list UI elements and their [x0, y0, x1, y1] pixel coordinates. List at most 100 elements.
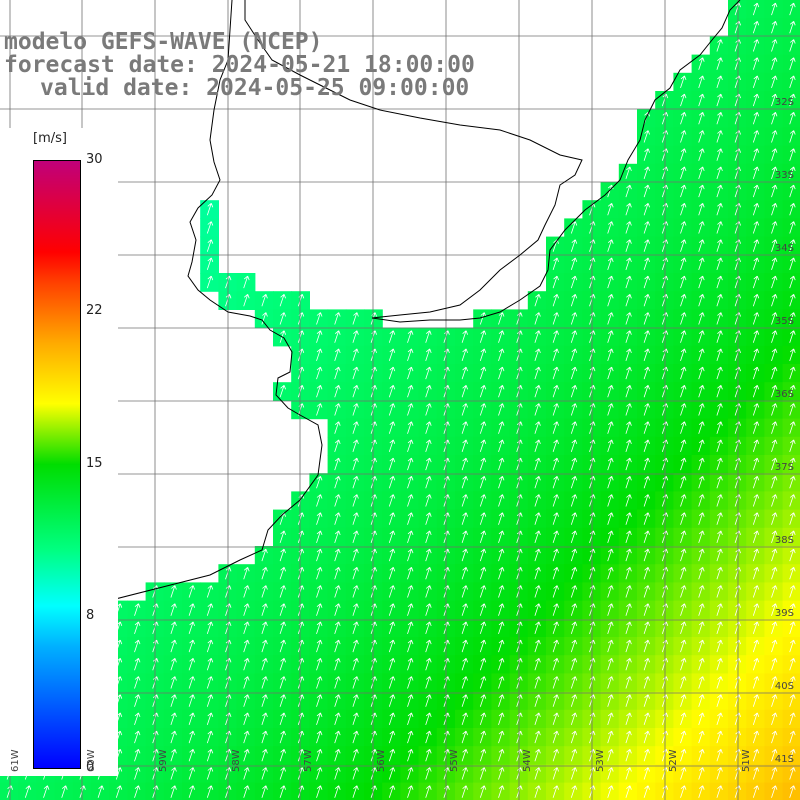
wind-arrow: [625, 530, 632, 544]
wind-arrow: [170, 748, 177, 762]
lat-label: 40S: [774, 681, 794, 692]
wind-arrow: [334, 639, 341, 653]
wind-arrow: [789, 239, 796, 252]
wind-arrow: [661, 457, 669, 471]
wind-arrow: [734, 621, 741, 635]
wind-arrow: [771, 530, 778, 544]
wind-arrow: [716, 748, 723, 762]
lat-label: 37S: [774, 462, 794, 473]
wind-arrow: [570, 530, 578, 544]
wind-arrow: [334, 330, 341, 343]
wind-arrow: [316, 657, 323, 671]
wind-arrow: [752, 184, 760, 198]
wind-arrow: [388, 384, 396, 398]
wind-arrow: [425, 657, 432, 671]
wind-arrow: [752, 767, 760, 780]
wind-arrow: [316, 712, 323, 726]
colorbar-tick-0: 0: [86, 760, 95, 775]
wind-arrow: [461, 767, 468, 780]
wind-arrow: [752, 676, 760, 689]
wind-arrow: [607, 657, 614, 671]
wind-arrow: [479, 785, 487, 798]
wind-arrow: [698, 585, 705, 598]
wind-arrow: [625, 293, 632, 307]
wind-arrow: [334, 785, 341, 798]
wind-arrow: [734, 293, 741, 307]
wind-arrow: [734, 384, 741, 398]
wind-arrow: [789, 694, 796, 707]
wind-arrow: [643, 457, 650, 471]
wind-arrow: [188, 585, 195, 598]
wind-arrow: [498, 366, 505, 380]
wind-arrow: [643, 694, 650, 707]
wind-arrow: [134, 730, 141, 744]
wind-arrow: [425, 603, 432, 616]
wind-arrow: [206, 603, 214, 616]
wind-arrow: [188, 767, 195, 780]
lon-label: 52W: [668, 749, 679, 772]
wind-arrow: [407, 767, 414, 780]
wind-arrow: [625, 330, 632, 343]
wind-arrow: [661, 312, 669, 325]
wind-arrow: [407, 475, 414, 489]
wind-arrow: [716, 166, 723, 180]
wind-arrow: [206, 748, 214, 762]
wind-arrow: [698, 312, 705, 325]
wind-arrow: [734, 566, 741, 580]
wind-arrow: [716, 639, 723, 653]
wind-arrow: [461, 348, 468, 362]
wind-arrow: [625, 384, 632, 398]
wind-arrow: [334, 312, 341, 325]
wind-arrow: [789, 2, 796, 16]
wind-arrow: [625, 366, 632, 380]
valid-date: valid date: 2024-05-25 09:00:00: [40, 75, 470, 101]
lat-label: 38S: [774, 535, 794, 546]
wind-arrow: [771, 293, 778, 307]
wind-arrow: [115, 785, 123, 798]
wind-arrow: [188, 621, 195, 635]
wind-arrow: [388, 566, 396, 580]
wind-arrow: [680, 312, 687, 325]
wind-arrow: [607, 384, 614, 398]
wind-arrow: [388, 512, 396, 525]
wind-arrow: [170, 621, 177, 635]
lat-label: 34S: [774, 243, 794, 254]
wind-arrow: [388, 785, 396, 798]
wind-arrow: [243, 639, 250, 653]
wind-arrow: [771, 566, 778, 580]
wind-arrow: [570, 566, 578, 580]
wind-arrow: [734, 530, 741, 544]
wind-arrow: [388, 494, 396, 507]
wind-arrow: [570, 439, 578, 453]
wind-arrow: [625, 730, 632, 744]
wind-arrow: [461, 657, 468, 671]
wind-arrow: [734, 75, 741, 89]
wind-arrow: [698, 639, 705, 653]
wind-arrow: [570, 275, 578, 289]
wind-arrow: [698, 257, 705, 271]
wind-arrow: [461, 694, 468, 707]
wind-arrow: [552, 730, 559, 744]
wind-arrow: [625, 202, 632, 216]
wind-arrow: [334, 530, 341, 544]
wind-arrow: [243, 603, 250, 616]
wind-arrow: [625, 475, 632, 489]
wind-arrow: [352, 603, 359, 616]
wind-arrow: [680, 785, 687, 798]
wind-arrow: [752, 20, 760, 34]
wind-arrow: [461, 403, 468, 416]
wind-arrow: [734, 657, 741, 671]
wind-arrow: [261, 748, 268, 762]
wind-arrow: [534, 312, 541, 325]
wind-arrow: [716, 111, 723, 125]
wind-arrow: [661, 166, 669, 180]
wind-arrow: [643, 730, 650, 744]
wind-arrow: [316, 475, 323, 489]
wind-arrow: [534, 566, 541, 580]
wind-arrow: [134, 657, 141, 671]
wind-arrow: [498, 694, 505, 707]
wind-arrow: [661, 239, 669, 252]
wind-arrow: [661, 494, 669, 507]
wind-arrow: [789, 603, 796, 616]
wind-arrow: [716, 130, 723, 143]
